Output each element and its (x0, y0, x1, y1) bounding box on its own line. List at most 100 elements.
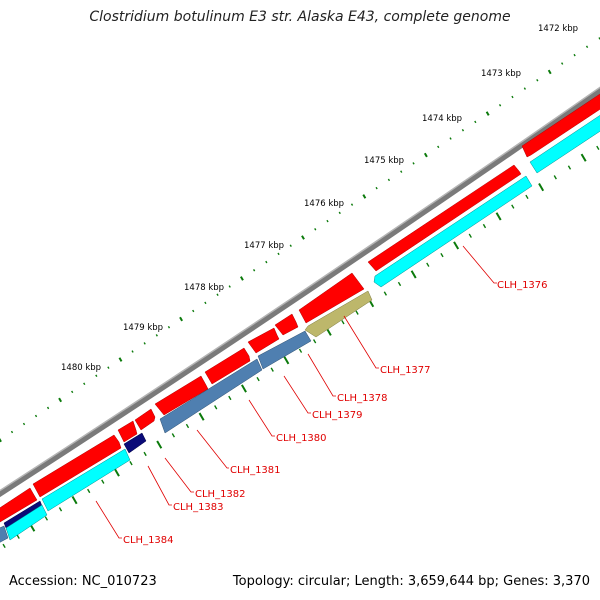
ruler-tick (400, 170, 403, 173)
ruler-tick (283, 356, 290, 365)
ruler-tick (107, 366, 110, 369)
ruler-tick (0, 438, 2, 443)
ruler-tick (495, 212, 502, 221)
ruler-tick (171, 433, 176, 438)
cds-forward-clh1384[interactable] (32, 434, 122, 498)
ruler-tick (83, 382, 86, 386)
ruler-tick (204, 301, 207, 305)
tick-label-1480: 1480 kbp (61, 363, 101, 373)
ruler-tick (155, 334, 158, 337)
ruler-dots (0, 37, 600, 443)
tick-label-1478: 1478 kbp (184, 283, 224, 293)
ruler-tick (482, 223, 487, 229)
ruler-tick (567, 165, 572, 170)
cds-forward[interactable] (521, 93, 600, 158)
gene-label-clh1384[interactable]: CLH_1384 (123, 535, 174, 546)
ruler-tick (185, 423, 190, 429)
ruler-tick (387, 178, 391, 182)
ruler-tick (426, 262, 430, 267)
cds-forward-clh1378[interactable] (274, 313, 299, 336)
ruler-tick (252, 268, 256, 272)
ruler-tick (538, 182, 545, 192)
genome-backbone (0, 86, 600, 498)
ruler-tick (553, 175, 557, 180)
cds-reverse-clh1379[interactable] (257, 330, 312, 370)
leader-clh1380 (248, 399, 275, 437)
ruler-tick (314, 228, 317, 231)
cds-reverse-clh1382[interactable] (123, 432, 147, 454)
gene-label-clh1378[interactable]: CLH_1378 (337, 393, 388, 404)
ruler-tick (46, 406, 50, 410)
ruler-tick (383, 291, 388, 296)
ruler-tick (474, 120, 477, 124)
cds-forward-clh1381[interactable] (154, 375, 209, 416)
cds-forward-clh1379[interactable] (247, 327, 280, 354)
cds-forward-clh1382[interactable] (134, 408, 156, 431)
ruler-tick (440, 252, 444, 258)
ruler-tick (449, 137, 452, 140)
cds-forward-clh1383[interactable] (117, 420, 138, 443)
leader-clh1378 (307, 353, 336, 397)
ruler-tick (301, 235, 305, 240)
ruler-tick (298, 348, 303, 353)
ruler-tick (265, 260, 268, 264)
cds-reverse-clh1376[interactable] (373, 175, 533, 288)
ruler-tick (350, 203, 354, 206)
ruler-tick (143, 342, 146, 345)
ruler-tick (585, 45, 589, 49)
gene-labels: CLH_1376 CLH_1377 CLH_1378 CLH_1379 CLH_… (123, 280, 548, 546)
ruler-tick (270, 367, 274, 372)
ruler-tick (22, 422, 26, 426)
ruler-tick (338, 211, 341, 215)
gene-label-clh1377[interactable]: CLH_1377 (380, 365, 431, 376)
gene-label-clh1381[interactable]: CLH_1381 (230, 465, 281, 476)
ruler-tick (341, 320, 345, 325)
ruler-tick (362, 194, 367, 199)
ruler-tick (468, 233, 472, 238)
ruler-tick (129, 461, 133, 466)
ruler-tick (511, 95, 514, 99)
cds-forward-clh1376[interactable] (367, 164, 522, 272)
ruler-tick (2, 543, 6, 549)
cds-reverse-clh1384-cyan[interactable] (5, 504, 48, 541)
cds-reverse-top[interactable] (529, 112, 600, 174)
ruler-tick (596, 145, 600, 151)
cds-forward-edge[interactable] (0, 487, 38, 525)
ruler-tick (547, 69, 552, 75)
tick-labels: 1472 kbp 1473 kbp 1474 kbp 1475 kbp 1476… (61, 24, 578, 373)
ruler-tick (256, 376, 260, 382)
ruler-tick (485, 111, 490, 116)
ruler-tick (10, 430, 14, 434)
cds-forward-clh1377[interactable] (298, 272, 365, 324)
ruler-tick (87, 488, 91, 494)
ruler-tick (453, 241, 460, 250)
tick-label-1476: 1476 kbp (304, 199, 344, 209)
cds-reverse-clh1383[interactable] (41, 448, 131, 512)
ruler-tick (192, 309, 195, 313)
ruler-tick (95, 374, 98, 377)
gene-label-clh1376[interactable]: CLH_1376 (497, 280, 548, 291)
ruler-tick (326, 219, 329, 223)
ruler-tick (156, 440, 163, 449)
ruler-tick (536, 79, 539, 82)
ruler-tick (179, 316, 183, 322)
cds-forward-clh1380[interactable] (204, 347, 251, 385)
tick-label-1472: 1472 kbp (538, 24, 578, 34)
ruler-tick (16, 534, 20, 539)
gene-label-clh1379[interactable]: CLH_1379 (312, 410, 363, 421)
gene-label-clh1380[interactable]: CLH_1380 (276, 433, 327, 444)
ruler-tick (312, 339, 317, 344)
ruler-tick (511, 204, 515, 209)
ruler-tick (525, 194, 529, 200)
cds-reverse-clh1377[interactable] (304, 290, 373, 338)
ruler-tick (289, 244, 292, 247)
tick-label-1477: 1477 kbp (244, 241, 284, 251)
cds-reverse-edge[interactable] (0, 525, 9, 545)
gene-label-clh1383[interactable]: CLH_1383 (173, 502, 224, 513)
ruler-tick (423, 152, 428, 158)
cds-reverse-clh1380[interactable] (159, 358, 263, 434)
ruler-tick (131, 350, 134, 353)
accession-text: Accession: NC_010723 (9, 574, 157, 589)
ruler-tick (113, 468, 120, 477)
gene-label-clh1382[interactable]: CLH_1382 (195, 489, 246, 500)
